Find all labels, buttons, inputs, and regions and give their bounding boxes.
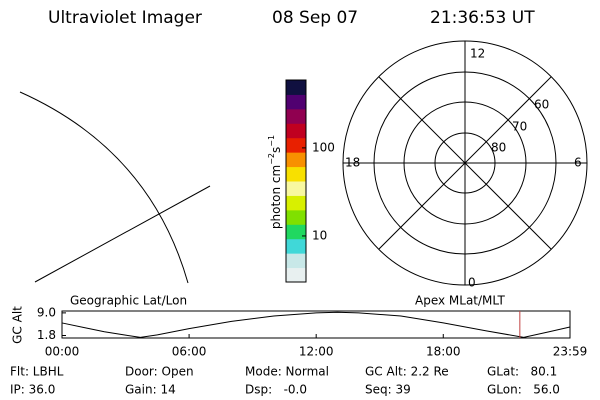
x-tick-label: 00:00 <box>45 345 80 359</box>
color-swatch <box>286 267 306 283</box>
color-swatch <box>286 152 306 168</box>
color-swatch <box>286 209 306 225</box>
color-swatch <box>286 108 306 124</box>
mlt-label: 12 <box>470 47 485 61</box>
color-swatch <box>286 137 306 153</box>
y-tick-label: 1.8 <box>37 328 56 342</box>
info-field: Flt: LBHL <box>10 365 64 379</box>
left-label: Geographic Lat/Lon <box>70 294 187 308</box>
x-tick-label: 23:59 <box>553 345 588 359</box>
info-field: GC Alt: 2.2 Re <box>365 365 449 379</box>
color-swatch <box>286 80 306 95</box>
limb-arc <box>19 91 189 284</box>
unit: s <box>269 147 283 153</box>
lat-label: 60 <box>534 98 549 112</box>
color-swatch <box>286 123 306 139</box>
color-swatch <box>286 166 306 182</box>
right-label: Apex MLat/MLT <box>415 294 505 308</box>
colorbar-label: photon cm−2s−1 <box>267 135 283 229</box>
color-swatch <box>286 94 306 110</box>
color-swatch <box>286 224 306 240</box>
geo-panel <box>19 91 211 284</box>
color-swatch <box>286 181 306 196</box>
date: 08 Sep 07 <box>272 8 358 28</box>
tick-label: 10 <box>312 228 327 242</box>
info-field: Mode: Normal <box>245 365 329 379</box>
unit: photon cm <box>269 165 283 229</box>
info-field: GLat: 80.1 <box>487 365 557 379</box>
exp: −1 <box>267 135 276 147</box>
colorbar-frame <box>285 79 307 283</box>
info-field: Seq: 39 <box>365 383 411 397</box>
mlt-label: 0 <box>468 276 476 290</box>
mlt-label: 6 <box>574 156 582 170</box>
color-swatch <box>286 238 306 254</box>
info-field: Door: Open <box>125 365 194 379</box>
plot-frame <box>61 310 571 339</box>
y-label: GC Alt <box>11 306 25 344</box>
axis <box>378 76 552 250</box>
color-swatch <box>286 195 306 211</box>
color-swatch <box>286 253 306 269</box>
tick-label: 100 <box>312 140 335 154</box>
info-field: IP: 36.0 <box>10 383 55 397</box>
series-line <box>61 311 571 338</box>
x-tick-label: 12:00 <box>299 345 334 359</box>
info-field: Dsp: -0.0 <box>245 383 307 397</box>
lat-label: 80 <box>491 141 506 155</box>
meridian <box>34 185 211 283</box>
lat-label: 70 <box>512 120 527 134</box>
info-field: GLon: 56.0 <box>487 383 560 397</box>
polar-plot: 12 6 0 18 60 70 80 <box>342 40 588 290</box>
exp: −2 <box>267 153 276 165</box>
title: Ultraviolet Imager <box>48 8 202 28</box>
x-tick-label: 18:00 <box>426 345 461 359</box>
y-tick-label: 9.0 <box>37 305 56 319</box>
x-tick-label: 06:00 <box>172 345 207 359</box>
info-field: Gain: 14 <box>125 383 176 397</box>
mlt-label: 18 <box>345 156 360 170</box>
time: 21:36:53 UT <box>430 8 535 28</box>
